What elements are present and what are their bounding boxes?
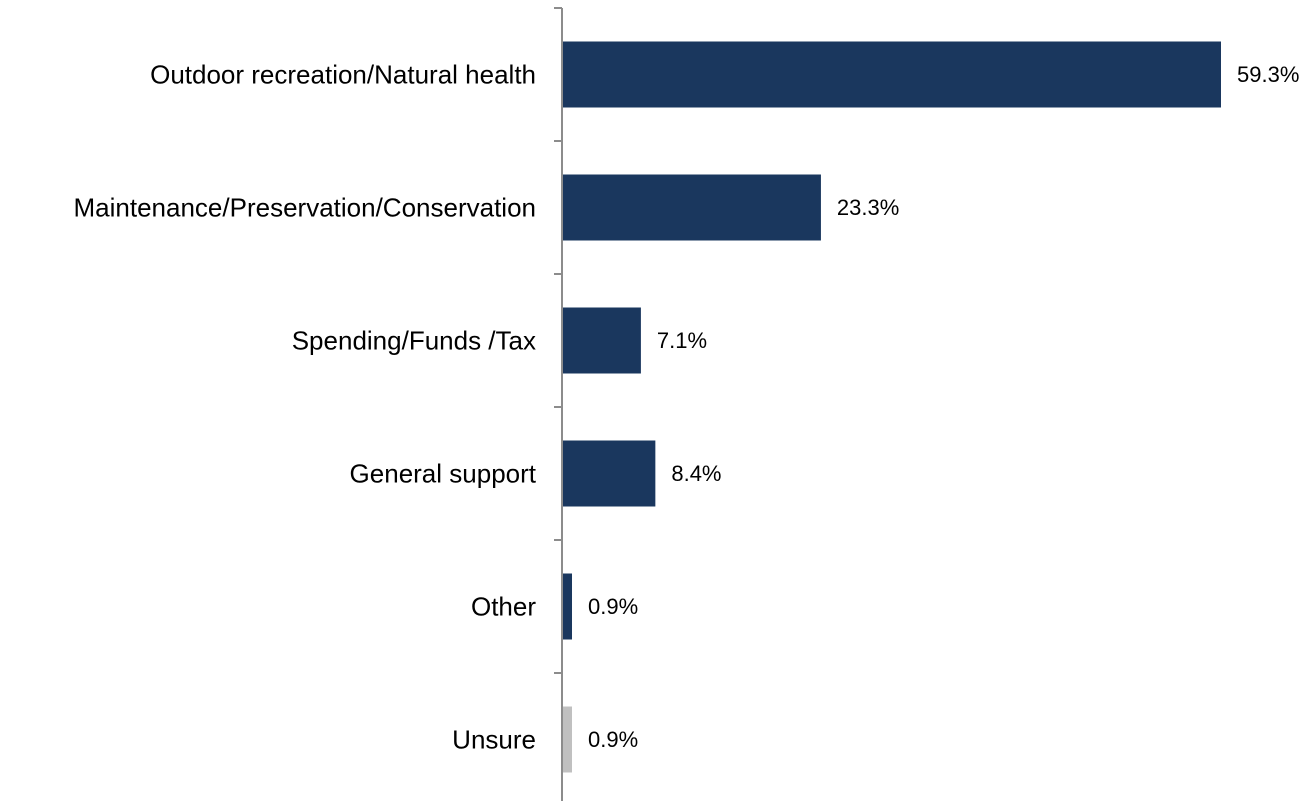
bar-0 <box>562 41 1221 108</box>
axis-layer <box>554 7 563 801</box>
category-label-4: Other <box>471 592 536 622</box>
category-label-3: General support <box>350 459 537 489</box>
labels-layer: Outdoor recreation/Natural health 59.3% Ma… <box>74 60 1300 755</box>
category-label-1: Maintenance/Preservation/Conservation <box>74 193 536 223</box>
category-label-2: Spending/Funds /Tax <box>292 326 536 356</box>
bars-layer <box>562 41 1221 773</box>
bar-4 <box>562 573 573 640</box>
bar-1 <box>562 174 821 241</box>
value-label-0: 59.3% <box>1237 62 1299 87</box>
value-label-2: 7.1% <box>657 328 707 353</box>
bar-2 <box>562 307 641 374</box>
value-label-3: 8.4% <box>671 461 721 486</box>
bar-3 <box>562 440 656 507</box>
category-label-0: Outdoor recreation/Natural health <box>150 60 536 90</box>
bar-5 <box>562 706 573 773</box>
value-label-1: 23.3% <box>837 195 899 220</box>
value-label-5: 0.9% <box>588 727 638 752</box>
category-label-5: Unsure <box>452 725 536 755</box>
value-label-4: 0.9% <box>588 594 638 619</box>
